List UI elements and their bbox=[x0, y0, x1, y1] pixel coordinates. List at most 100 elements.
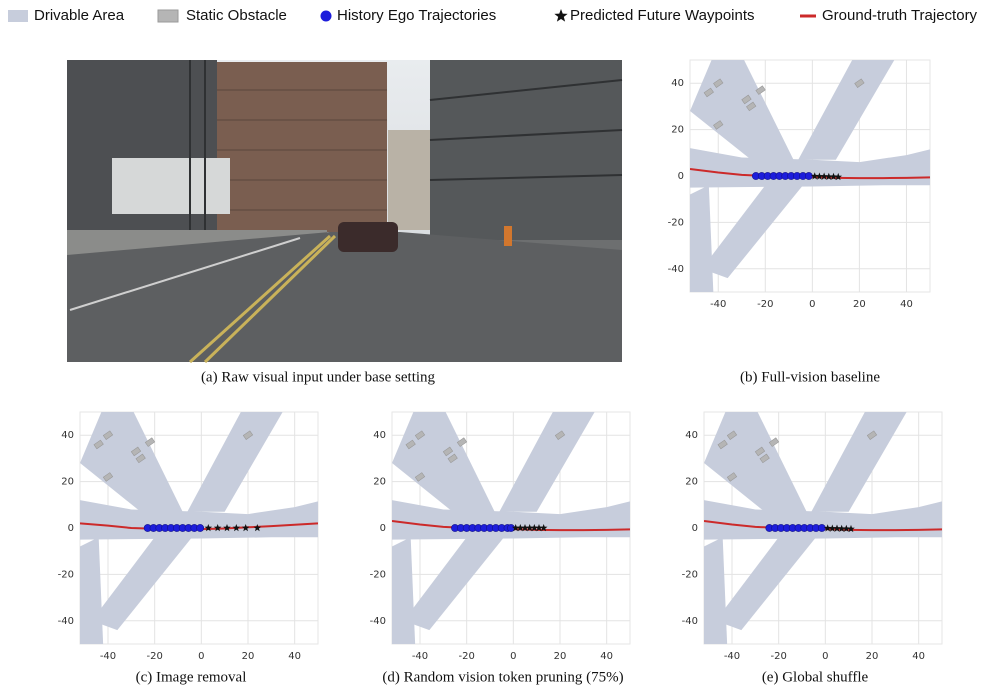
predicted-waypoint bbox=[530, 524, 539, 532]
static-obstacle bbox=[741, 94, 752, 105]
panel-caption: (c) Image removal bbox=[136, 669, 247, 685]
static-obstacle bbox=[768, 437, 780, 447]
x-tick-label: 40 bbox=[900, 299, 913, 310]
y-tick-label: -40 bbox=[58, 616, 74, 627]
static-obstacle bbox=[755, 85, 766, 95]
drivable-area bbox=[704, 537, 728, 644]
predicted-waypoint bbox=[815, 172, 824, 180]
predicted-waypoint bbox=[511, 524, 520, 532]
static-obstacle bbox=[130, 446, 142, 457]
legend-label: Static Obstacle bbox=[186, 7, 287, 24]
predicted-waypoint bbox=[810, 172, 819, 180]
panel-caption: (e) Global shuffle bbox=[762, 669, 869, 685]
predicted-waypoint bbox=[823, 524, 832, 532]
legend-label: History Ego Trajectories bbox=[337, 7, 496, 24]
bev-plot: -40 -20 0 20 40 -40 -20 0 20 40 (b) Full-vision ba… bbox=[668, 59, 931, 385]
x-tick-label: 0 bbox=[809, 299, 815, 310]
drivable-area bbox=[499, 412, 595, 512]
static-obstacle bbox=[854, 78, 865, 88]
legend-swatch bbox=[320, 10, 332, 22]
bev-plot: -40 -20 0 20 40 -40 -20 0 20 40 (e) Global shuffle bbox=[682, 411, 943, 685]
legend-label: Drivable Area bbox=[34, 7, 125, 24]
predicted-waypoint bbox=[842, 524, 851, 532]
static-obstacle bbox=[414, 430, 426, 440]
map-layer bbox=[704, 412, 942, 644]
static-obstacle bbox=[713, 78, 724, 88]
y-tick-label: -20 bbox=[682, 569, 698, 580]
static-obstacle bbox=[713, 120, 724, 130]
predicted-waypoint bbox=[833, 524, 841, 532]
drivable-area bbox=[403, 537, 504, 631]
static-obstacle bbox=[442, 446, 454, 457]
y-tick-label: -40 bbox=[370, 616, 386, 627]
x-tick-label: 40 bbox=[600, 651, 613, 662]
panel-caption: (b) Full-vision baseline bbox=[740, 369, 880, 385]
y-tick-label: -40 bbox=[668, 264, 684, 275]
drivable-area bbox=[392, 537, 416, 644]
history-point bbox=[817, 524, 826, 532]
static-obstacle bbox=[746, 101, 757, 112]
static-obstacle bbox=[717, 439, 728, 450]
drivable-area bbox=[798, 60, 895, 160]
drivable-area bbox=[91, 537, 192, 631]
predicted-waypoint bbox=[204, 524, 213, 532]
drivable-area bbox=[715, 537, 816, 631]
static-obstacle bbox=[726, 472, 738, 482]
y-tick-label: -20 bbox=[370, 569, 386, 580]
history-point bbox=[196, 524, 205, 532]
static-obstacle bbox=[759, 453, 770, 464]
static-obstacle bbox=[754, 446, 766, 457]
predicted-waypoint bbox=[837, 524, 846, 532]
x-tick-label: 20 bbox=[853, 299, 866, 310]
drivable-area bbox=[690, 185, 714, 292]
legend-swatch bbox=[554, 9, 568, 22]
static-obstacle bbox=[414, 472, 426, 482]
map-layer bbox=[80, 412, 318, 644]
y-tick-label: 0 bbox=[692, 523, 698, 534]
raw-camera-image bbox=[67, 60, 623, 364]
predicted-waypoint bbox=[535, 524, 543, 532]
x-tick-label: -20 bbox=[770, 651, 786, 662]
predicted-waypoint bbox=[825, 172, 833, 180]
y-tick-label: 40 bbox=[671, 78, 684, 89]
panel-caption: (d) Random vision token pruning (75%) bbox=[382, 669, 623, 685]
drivable-area bbox=[80, 537, 104, 644]
static-obstacle bbox=[102, 430, 114, 440]
x-tick-label: 20 bbox=[866, 651, 879, 662]
drivable-area bbox=[701, 185, 803, 279]
static-obstacle bbox=[102, 472, 114, 482]
predicted-waypoint bbox=[539, 524, 548, 532]
x-tick-label: -40 bbox=[100, 651, 116, 662]
x-tick-label: 0 bbox=[510, 651, 516, 662]
x-tick-label: -20 bbox=[757, 299, 773, 310]
legend-label: Predicted Future Waypoints bbox=[570, 7, 755, 24]
y-tick-label: 40 bbox=[61, 430, 74, 441]
static-obstacle bbox=[135, 453, 146, 464]
predicted-waypoint bbox=[232, 524, 241, 532]
map-layer bbox=[392, 412, 630, 644]
legend-swatch bbox=[157, 9, 179, 23]
predicted-waypoint bbox=[253, 524, 262, 532]
static-obstacle bbox=[93, 439, 104, 450]
predicted-waypoint bbox=[213, 524, 222, 532]
history-point bbox=[804, 172, 813, 180]
predicted-waypoint bbox=[223, 524, 231, 532]
predicted-waypoint bbox=[525, 524, 534, 532]
y-tick-label: 20 bbox=[61, 477, 74, 488]
y-tick-label: 0 bbox=[68, 523, 74, 534]
predicted-waypoint bbox=[828, 524, 837, 532]
x-tick-label: 20 bbox=[554, 651, 567, 662]
predicted-waypoint bbox=[834, 172, 843, 181]
static-obstacle bbox=[554, 430, 566, 440]
y-tick-label: 40 bbox=[373, 430, 386, 441]
legend-swatch bbox=[8, 10, 28, 22]
predicted-waypoint bbox=[521, 524, 529, 532]
static-obstacle bbox=[703, 87, 714, 98]
x-tick-label: 40 bbox=[288, 651, 301, 662]
y-tick-label: -20 bbox=[58, 569, 74, 580]
x-tick-label: 0 bbox=[198, 651, 204, 662]
static-obstacle bbox=[456, 437, 468, 447]
x-tick-label: -40 bbox=[710, 299, 726, 310]
x-tick-label: 20 bbox=[242, 651, 255, 662]
